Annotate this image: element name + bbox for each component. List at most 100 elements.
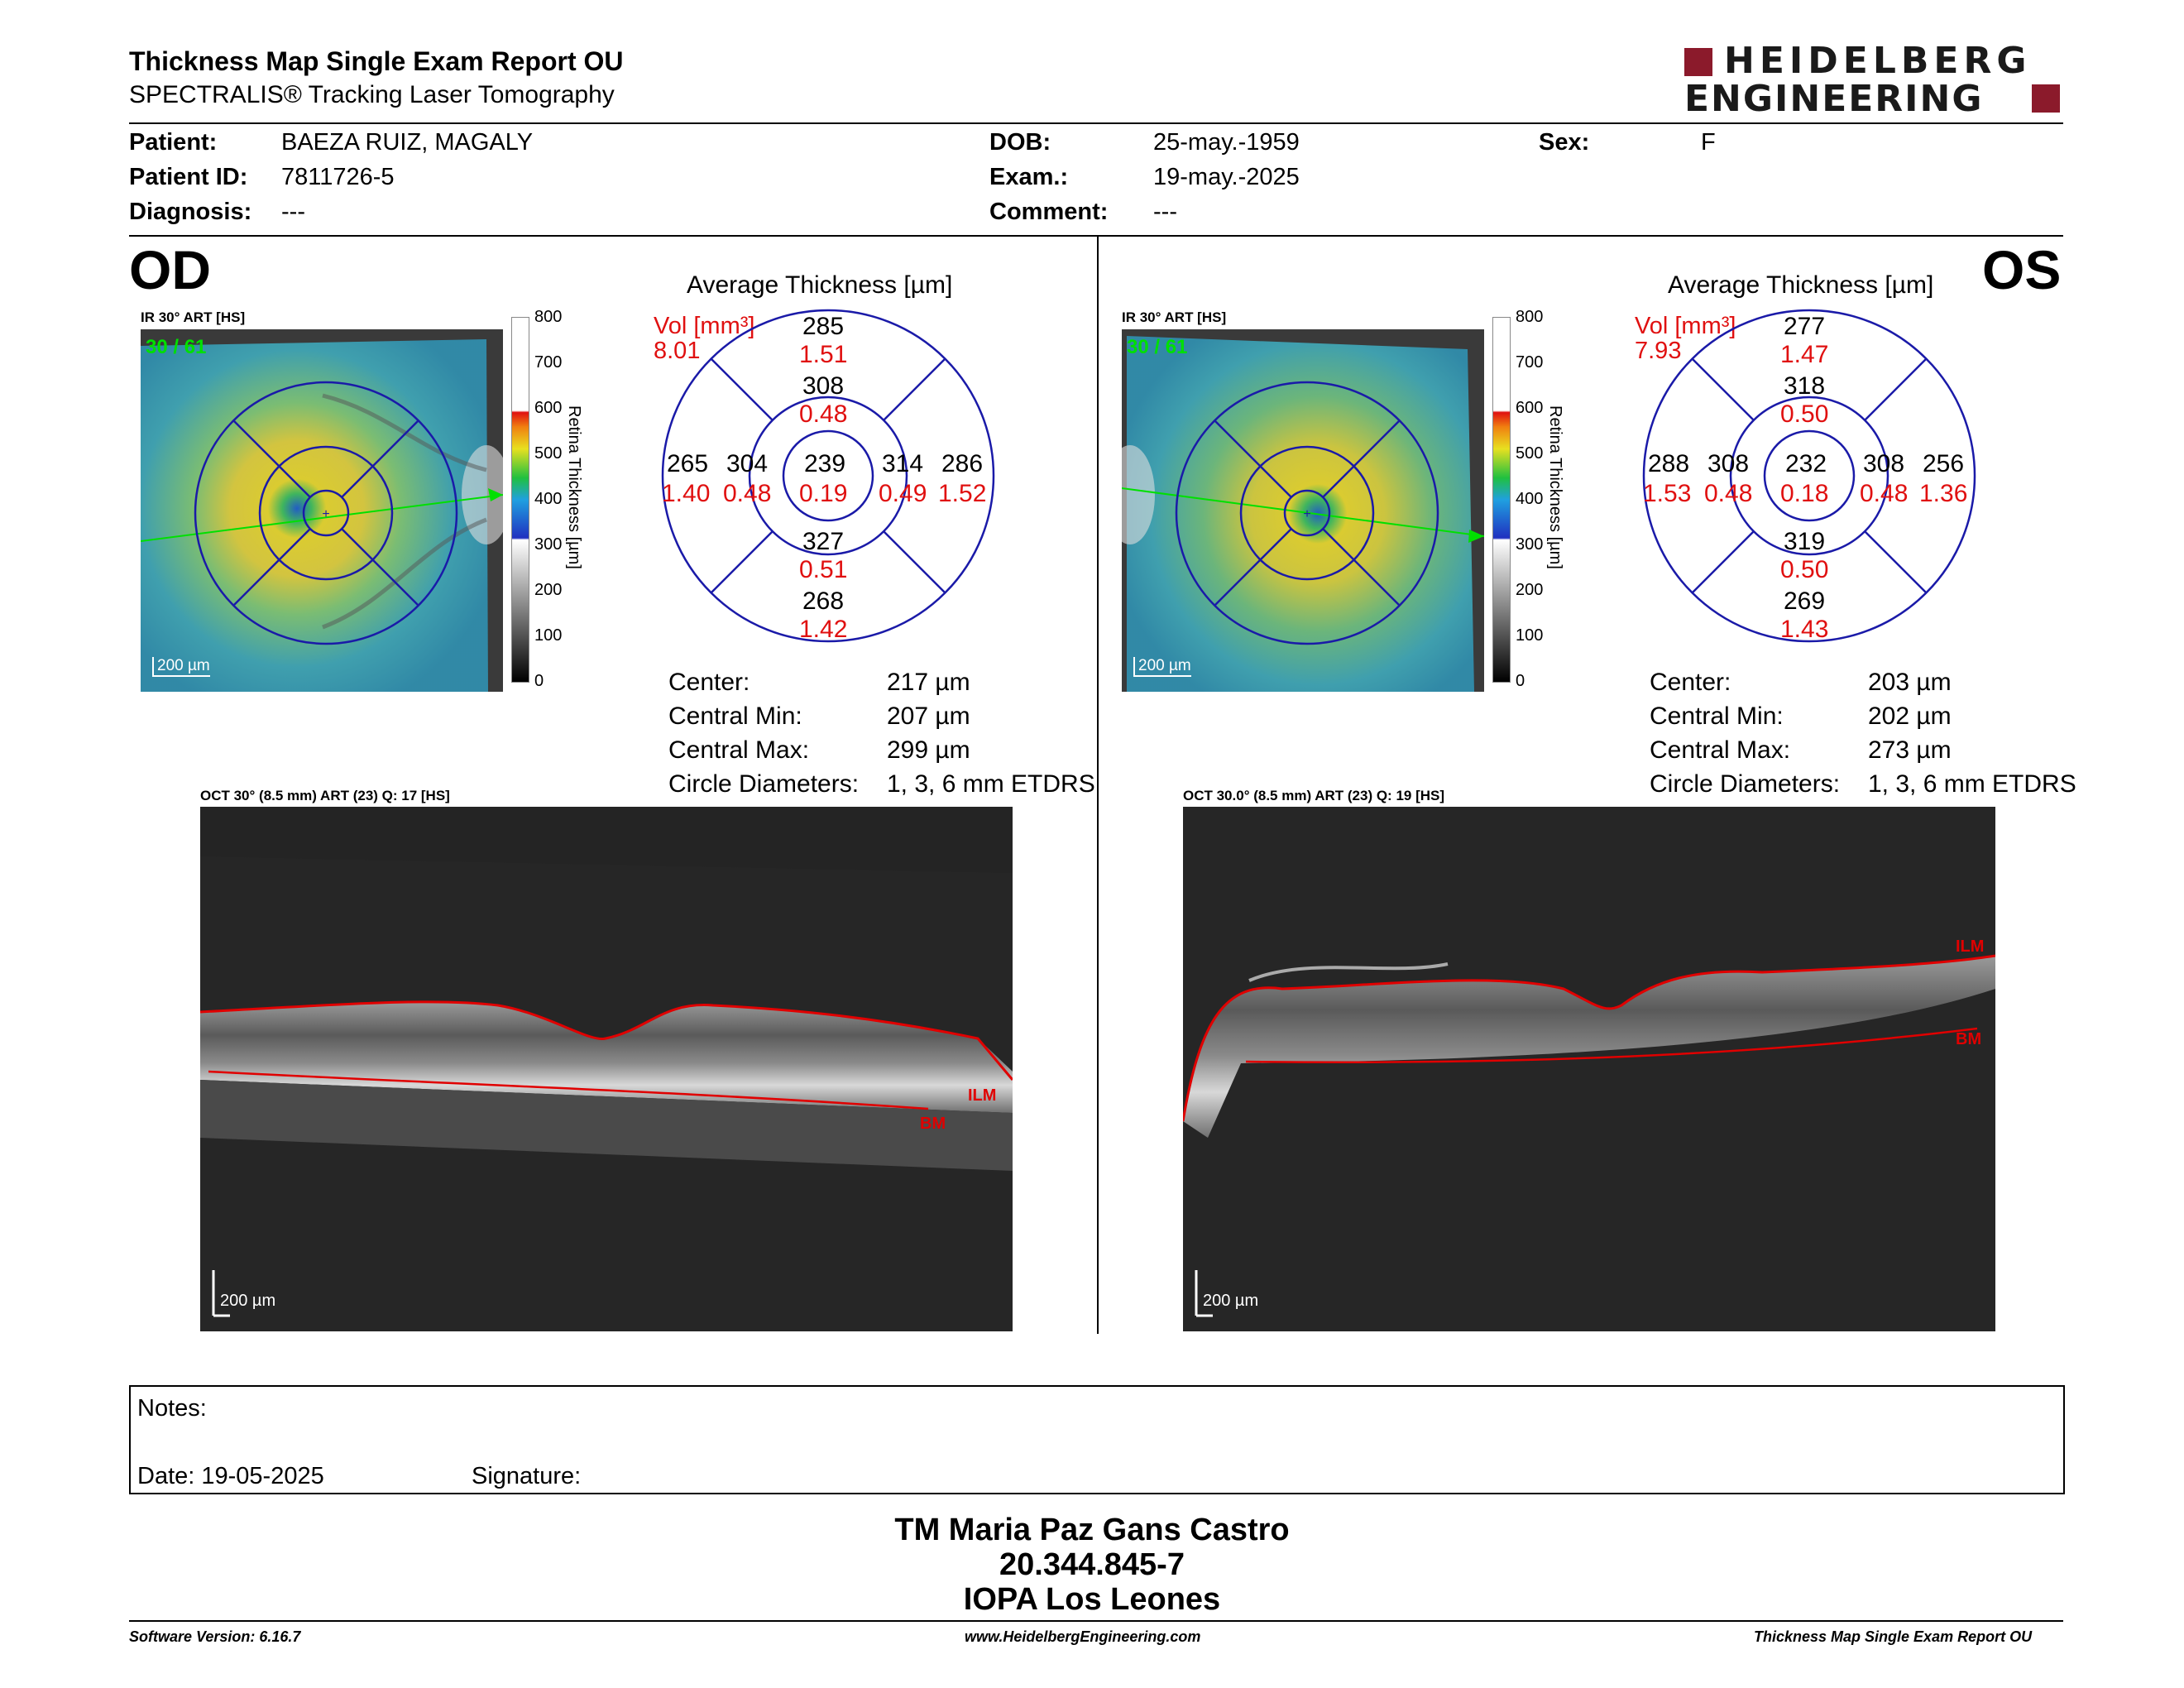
od-colorbar-tick: 800 [534,308,563,326]
os-sector-superior-outer-thickness: 277 [1784,313,1826,340]
od-sector-temporal-inner-thickness: 304 [726,450,769,477]
os-stat-value: 273 µm [1868,736,1952,764]
od-colorbar-tick: 300 [534,535,563,554]
os-sector-center-volume: 0.18 [1780,480,1829,507]
od-oct-scale: 200 µm [220,1292,276,1310]
diagnosis-value: --- [281,199,305,225]
os-colorbar-tick: 300 [1516,535,1544,554]
footer-website[interactable]: www.HeidelbergEngineering.com [965,1628,1201,1645]
notes-date: Date: 19-05-2025 [137,1463,324,1489]
notes-label: Notes: [137,1395,207,1422]
od-sector-superior-outer-thickness: 285 [802,313,845,340]
od-sector-superior-outer-volume: 1.51 [799,341,848,368]
os-colorbar-tick: 400 [1516,490,1544,508]
od-etdrs-grid [661,309,995,643]
od-sector-nasal-outer-volume: 1.52 [938,480,987,507]
heidelberg-logo: HEIDELBERG ENGINEERING [1684,40,2065,120]
os-colorbar-tick: 100 [1516,626,1544,645]
eye-divider [1097,237,1099,1334]
os-oct-caption: OCT 30.0° (8.5 mm) ART (23) Q: 19 [HS] [1183,788,1445,803]
od-volume-label: Vol [mm³] [654,313,755,339]
os-thickness-colorbar [1492,317,1511,683]
os-colorbar-tick: 500 [1516,444,1544,463]
os-frame-counter: 30 / 61 [1127,336,1188,358]
od-sector-superior-inner-thickness: 308 [802,372,845,400]
od-sector-inferior-inner-volume: 0.51 [799,556,848,583]
od-sector-center-thickness: 239 [804,450,846,477]
od-colorbar-tick: 0 [534,672,544,690]
od-fundus-scale: 200 µm [152,657,210,677]
patient-name: BAEZA RUIZ, MAGALY [281,129,534,156]
od-stat-value: 1, 3, 6 mm ETDRS [887,770,1095,798]
patient-label: Patient: [129,129,218,156]
os-sector-temporal-inner-volume: 0.48 [1704,480,1753,507]
eye-label-od: OD [129,239,211,300]
os-etdrs-grid [1642,309,1976,643]
signature-label: Signature: [472,1463,582,1489]
od-stat-value: 299 µm [887,736,970,764]
od-stat-value: 217 µm [887,669,970,696]
od-frame-counter: 30 / 61 [146,336,207,358]
os-stat-label: Circle Diameters: [1650,770,1841,798]
sex-label: Sex: [1539,129,1590,156]
os-stat-value: 1, 3, 6 mm ETDRS [1868,770,2076,798]
signer-institution: IOPA Los Leones [963,1582,1221,1617]
od-bm-label: BM [920,1115,946,1133]
notes-box: Notes: Date: 19-05-2025 Signature: [129,1385,2065,1494]
od-stat-value: 207 µm [887,703,970,730]
od-sector-inferior-outer-volume: 1.42 [799,616,848,643]
od-sector-temporal-outer-thickness: 265 [667,450,709,477]
comment-value: --- [1153,199,1177,225]
os-sector-temporal-outer-volume: 1.53 [1643,480,1692,507]
od-sector-superior-inner-volume: 0.48 [799,400,848,428]
od-colorbar-tick: 500 [534,444,563,463]
os-volume-label: Vol [mm³] [1635,313,1736,339]
od-colorbar-tick: 100 [534,626,563,645]
os-colorbar-tick: 800 [1516,308,1544,326]
logo-line1: HEIDELBERG [1724,40,2032,82]
os-stat-label: Center: [1650,669,1731,696]
od-ilm-label: ILM [968,1086,997,1105]
logo-square-left [1684,48,1712,76]
diagnosis-label: Diagnosis: [129,199,252,225]
os-colorbar-tick: 700 [1516,353,1544,372]
os-sector-nasal-inner-volume: 0.48 [1860,480,1909,507]
svg-text:+: + [1303,507,1310,521]
os-colorbar-tick: 600 [1516,399,1544,417]
od-colorbar-tick: 400 [534,490,563,508]
os-oct-bscan: 200 µm ILM BM [1183,807,1995,1331]
os-bm-label: BM [1956,1030,1982,1048]
os-colorbar-label: Retina Thickness [µm] [1546,405,1564,569]
od-stat-label: Center: [668,669,750,696]
os-sector-inferior-inner-volume: 0.50 [1780,556,1829,583]
logo-line2: ENGINEERING [1684,78,1984,120]
os-sector-inferior-inner-thickness: 319 [1784,528,1826,555]
report-title: Thickness Map Single Exam Report OU [129,46,624,76]
os-colorbar-tick: 200 [1516,581,1544,599]
footer-report-name: Thickness Map Single Exam Report OU [1754,1628,2033,1645]
od-sector-temporal-outer-volume: 1.40 [662,480,711,507]
od-oct-bscan: 200 µm ILM BM [200,807,1013,1331]
os-ir-caption: IR 30° ART [HS] [1122,309,1227,325]
os-ilm-label: ILM [1956,938,1985,956]
os-sector-superior-inner-volume: 0.50 [1780,400,1829,428]
os-stat-value: 202 µm [1868,703,1952,730]
os-sector-temporal-outer-thickness: 288 [1648,450,1690,477]
os-sector-superior-inner-thickness: 318 [1784,372,1826,400]
os-sector-temporal-inner-thickness: 308 [1707,450,1750,477]
od-colorbar-label: Retina Thickness [µm] [565,405,583,569]
signer-name: TM Maria Paz Gans Castro [894,1513,1290,1547]
od-colorbar-tick: 600 [534,399,563,417]
os-fundus-scale: 200 µm [1133,657,1191,677]
os-oct-scale: 200 µm [1203,1292,1259,1310]
report-subtitle: SPECTRALIS® Tracking Laser Tomography [129,81,615,108]
os-stat-label: Central Min: [1650,703,1784,730]
os-sector-nasal-outer-volume: 1.36 [1919,480,1968,507]
od-sector-inferior-inner-thickness: 327 [802,528,845,555]
od-sector-temporal-inner-volume: 0.48 [723,480,772,507]
od-oct-caption: OCT 30° (8.5 mm) ART (23) Q: 17 [HS] [200,788,450,803]
header-divider [129,122,2063,124]
os-sector-inferior-outer-volume: 1.43 [1780,616,1829,643]
od-sector-nasal-outer-thickness: 286 [941,450,984,477]
od-sector-inferior-outer-thickness: 268 [802,587,845,615]
